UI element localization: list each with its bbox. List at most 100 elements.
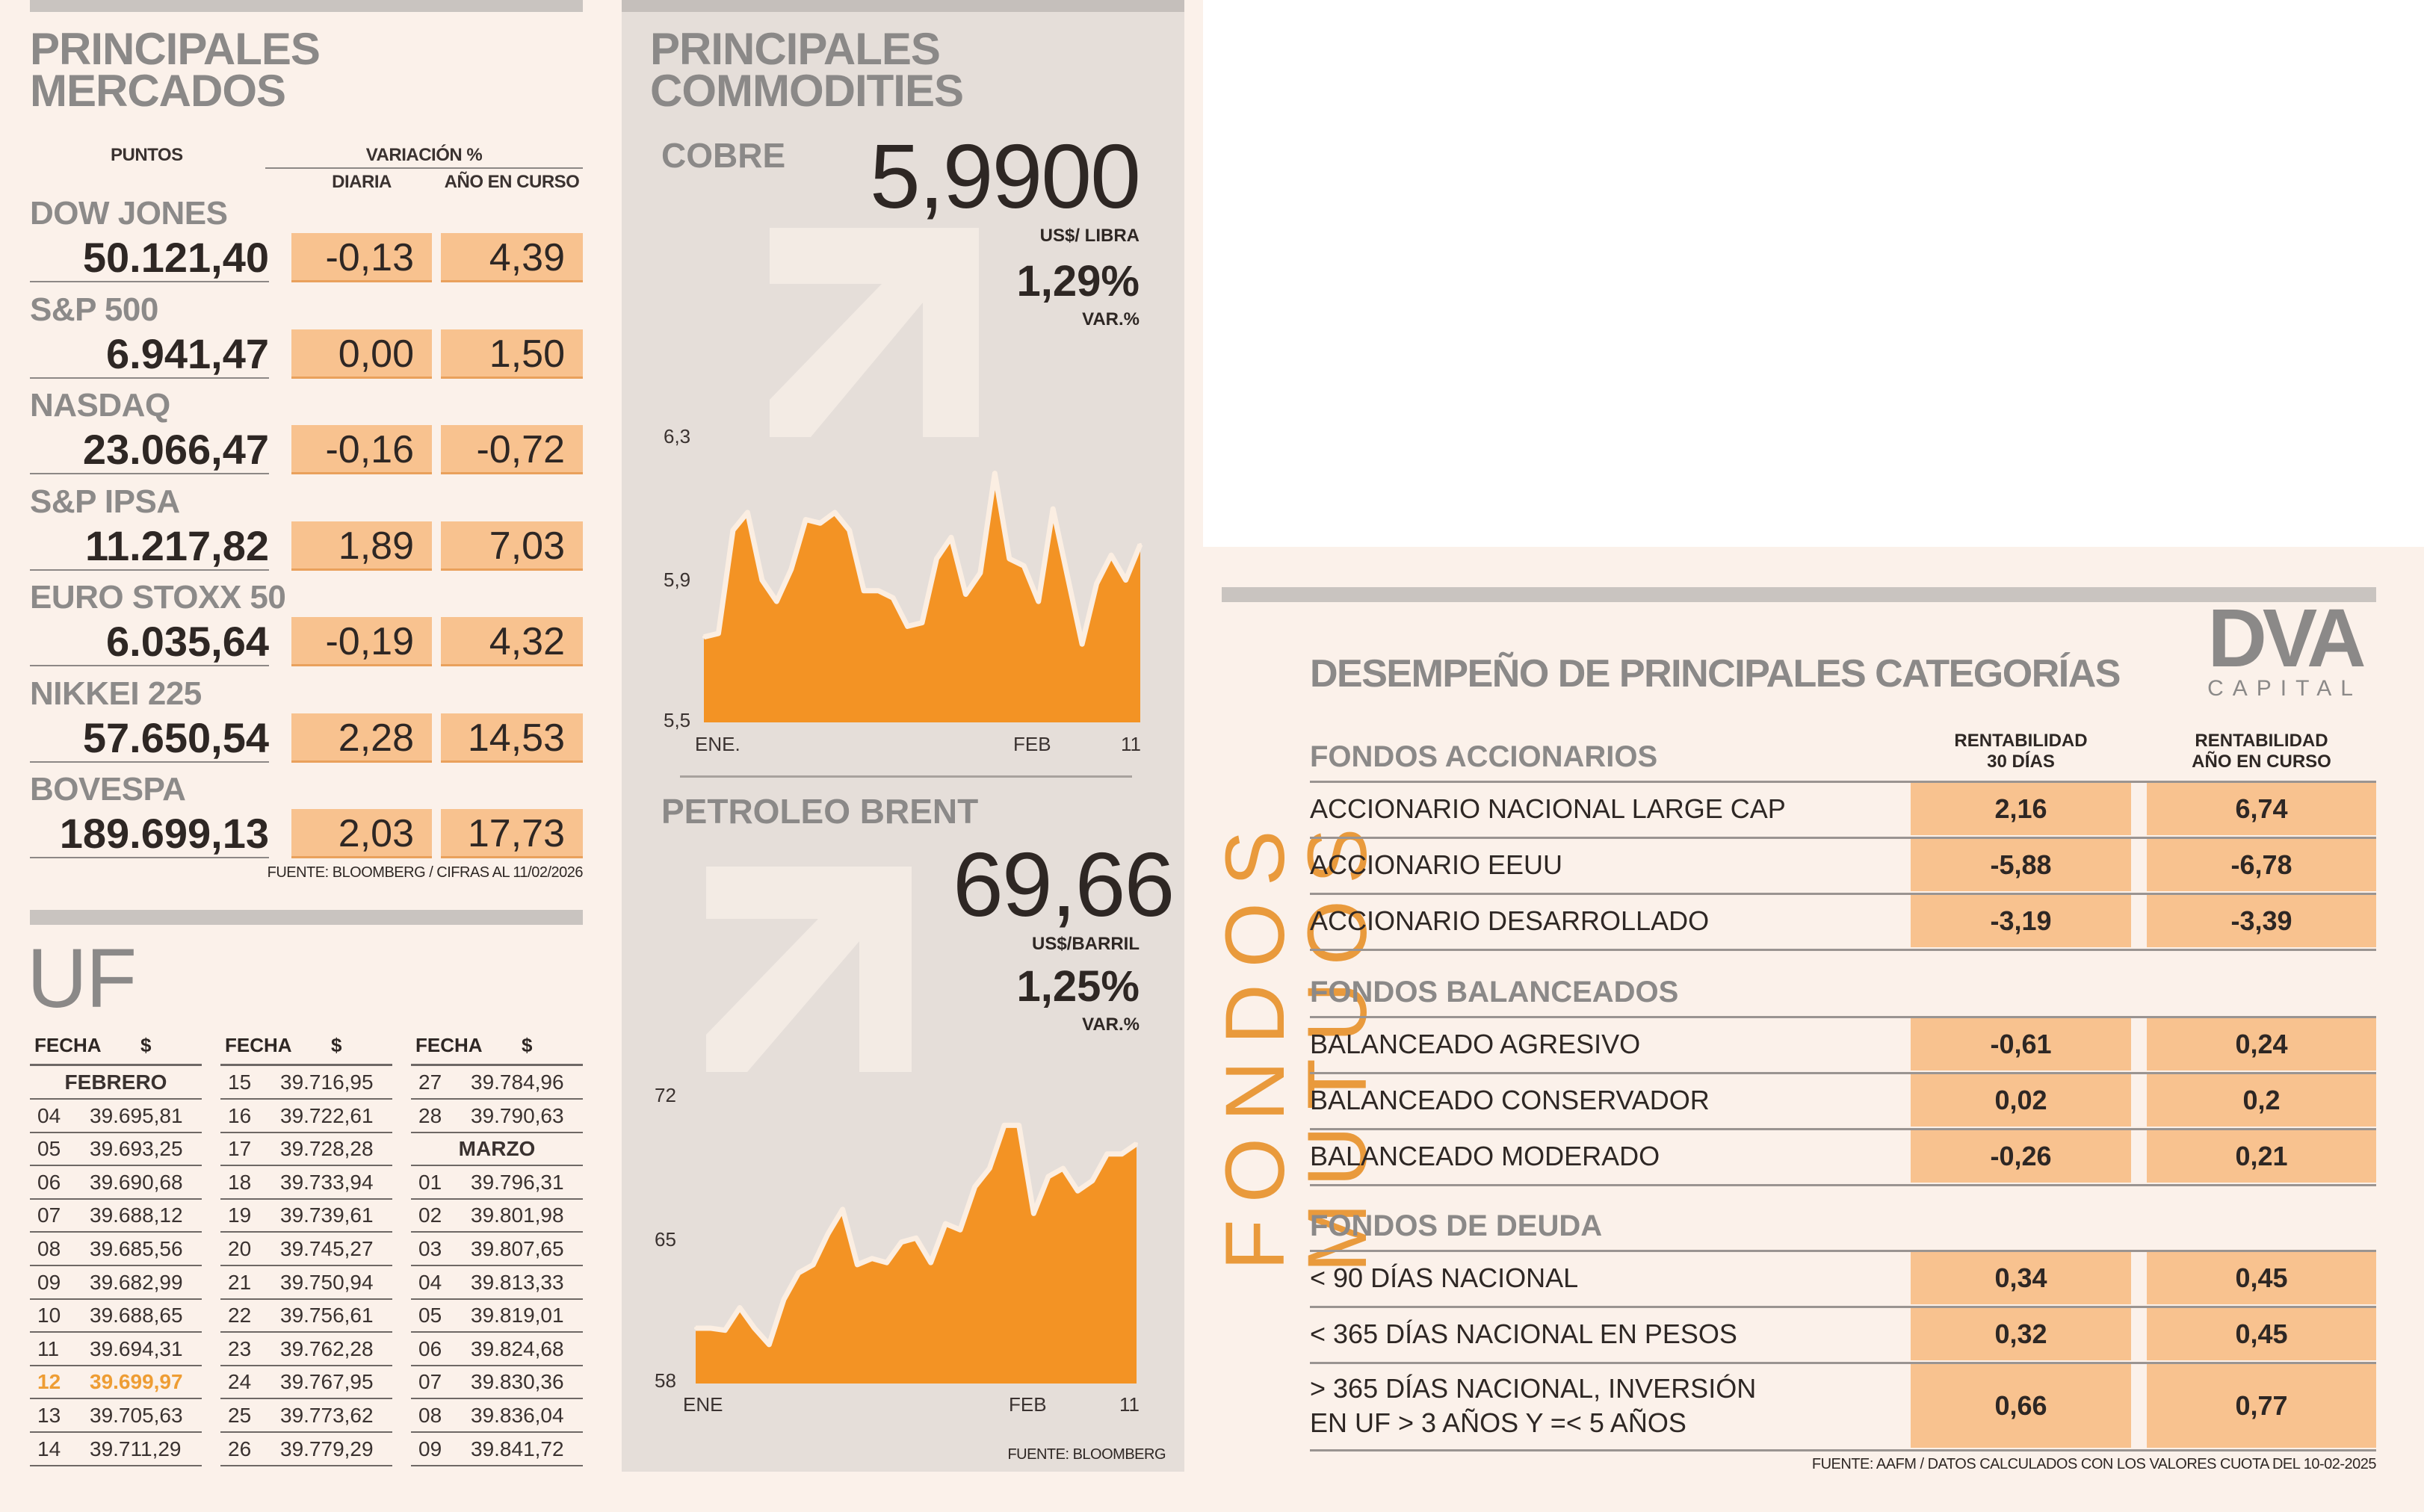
- divider: [30, 1064, 202, 1066]
- uf-day: 21: [228, 1270, 252, 1294]
- uf-value: 39.685,56: [90, 1237, 183, 1260]
- data-point: [708, 1326, 712, 1330]
- data-point: [738, 1306, 741, 1310]
- uf-row: 23 39.762,28: [220, 1333, 392, 1366]
- market-name: NIKKEI 225: [30, 675, 202, 712]
- title-line: PRINCIPALES: [650, 24, 941, 74]
- uf-row: 17 39.728,28: [220, 1133, 392, 1167]
- data-point: [1076, 1189, 1080, 1193]
- data-point: [921, 621, 924, 625]
- uf-row: 13 39.705,63: [30, 1400, 202, 1433]
- uf-row: 05 39.819,01: [411, 1300, 583, 1333]
- uf-value: 39.699,97: [90, 1370, 183, 1394]
- uf-value: 39.784,96: [471, 1071, 564, 1094]
- data-point: [959, 1228, 962, 1232]
- data-point: [797, 1271, 800, 1274]
- uf-row: 25 39.773,62: [220, 1400, 392, 1433]
- fund-label: BALANCEADO CONSERVADOR: [1310, 1083, 1710, 1118]
- market-ytd-change: 17,73: [441, 809, 583, 858]
- uf-day: 28: [418, 1103, 442, 1127]
- area-fill: [696, 1125, 1137, 1384]
- uf-value: 39.807,65: [471, 1237, 564, 1260]
- uf-day: 06: [37, 1170, 61, 1194]
- fondos-title: DESEMPEÑO DE PRINCIPALES CATEGORÍAS: [1310, 652, 2121, 695]
- fund-return-30d: 0,32: [1911, 1308, 2131, 1360]
- uf-value: 39.694,31: [90, 1336, 183, 1360]
- fund-row: ACCIONARIO DESARROLLADO -3,19 -3,39: [1310, 893, 2376, 947]
- uf-row: 19 39.739,61: [220, 1200, 392, 1233]
- uf-value: 39.813,33: [471, 1270, 564, 1294]
- fund-row: ACCIONARIO EEUU -5,88 -6,78: [1310, 837, 2376, 891]
- uf-row: 09 39.841,72: [411, 1434, 583, 1466]
- data-point: [1120, 1152, 1124, 1156]
- brent-price: 69,66: [953, 834, 1175, 935]
- uf-day: 07: [37, 1203, 61, 1227]
- market-points: 189.699,13: [30, 812, 269, 858]
- market-ytd-change: 4,39: [441, 233, 583, 282]
- data-point: [826, 1232, 829, 1236]
- side-title: FONDOS MUTUOS: [1208, 811, 1384, 1273]
- uf-day: 10: [37, 1304, 61, 1327]
- market-daily-change: 1,89: [291, 521, 432, 571]
- data-point: [760, 578, 764, 582]
- divider: [411, 1064, 583, 1066]
- uf-header-value: $: [140, 1034, 152, 1056]
- data-point: [694, 1326, 697, 1330]
- uf-value: 39.796,31: [471, 1170, 564, 1194]
- fund-section-title: FONDOS BALANCEADOS: [1310, 976, 1679, 1008]
- fund-return-30d: -3,19: [1911, 895, 2131, 947]
- header-line: AÑO EN CURSO: [2192, 752, 2331, 772]
- data-point: [935, 557, 939, 560]
- uf-day: 08: [37, 1237, 61, 1260]
- data-point: [841, 1207, 844, 1211]
- uf-row: 08 39.685,56: [30, 1233, 202, 1266]
- uf-row: 06 39.690,68: [30, 1167, 202, 1200]
- data-point: [702, 635, 705, 639]
- uf-month-row: MARZO: [411, 1133, 583, 1167]
- funds-source: FUENTE: AAFM / DATOS CALCULADOS CON LOS …: [1811, 1456, 2377, 1472]
- divider: [1310, 949, 2376, 951]
- header-points: PUNTOS: [111, 145, 183, 165]
- market-points: 23.066,47: [30, 428, 269, 474]
- uf-row: 10 39.688,65: [30, 1300, 202, 1333]
- uf-value: 39.750,94: [280, 1270, 374, 1294]
- uf-day: 27: [418, 1071, 442, 1094]
- data-point: [811, 1262, 815, 1266]
- data-point: [1124, 578, 1128, 582]
- uf-row: 11 39.694,31: [30, 1333, 202, 1366]
- data-point: [891, 596, 895, 600]
- uf-value: 39.733,94: [280, 1170, 374, 1194]
- uf-day: 25: [228, 1404, 252, 1427]
- uf-day: 23: [228, 1336, 252, 1360]
- data-point: [993, 471, 997, 475]
- header-line: RENTABILIDAD: [2195, 731, 2328, 751]
- fund-row: BALANCEADO MODERADO -0,26 0,21: [1310, 1128, 2376, 1183]
- market-daily-change: -0,13: [291, 233, 432, 282]
- market-daily-change: -0,19: [291, 617, 432, 666]
- x-tick: ENE: [683, 1393, 723, 1416]
- market-ytd-change: 1,50: [441, 329, 583, 379]
- uf-value: 39.728,28: [280, 1137, 374, 1161]
- data-point: [833, 511, 837, 515]
- fund-label-line: BALANCEADO AGRESIVO: [1310, 1029, 1641, 1059]
- fund-return-ytd: 0,2: [2147, 1074, 2376, 1127]
- uf-value: 39.824,68: [471, 1336, 564, 1360]
- uf-row: 26 39.779,29: [220, 1434, 392, 1466]
- uf-value: 39.819,01: [471, 1304, 564, 1327]
- data-point: [746, 511, 749, 515]
- uf-row: 14 39.711,29: [30, 1434, 202, 1466]
- uf-value: 39.693,25: [90, 1137, 183, 1161]
- uf-value: 39.841,72: [471, 1437, 564, 1460]
- uf-row: 15 39.716,95: [220, 1067, 392, 1100]
- fund-label-line: ACCIONARIO NACIONAL LARGE CAP: [1310, 793, 1786, 824]
- data-point: [856, 1262, 859, 1266]
- data-point: [944, 1222, 947, 1226]
- divider: [220, 1064, 392, 1066]
- uf-row: 04 39.813,33: [411, 1267, 583, 1300]
- uf-row: 09 39.682,99: [30, 1267, 202, 1300]
- fund-label: BALANCEADO AGRESIVO: [1310, 1027, 1640, 1062]
- data-point: [1051, 507, 1055, 511]
- data-point: [1139, 542, 1142, 546]
- x-tick: 11: [1121, 733, 1141, 755]
- market-name: EURO STOXX 50: [30, 579, 286, 616]
